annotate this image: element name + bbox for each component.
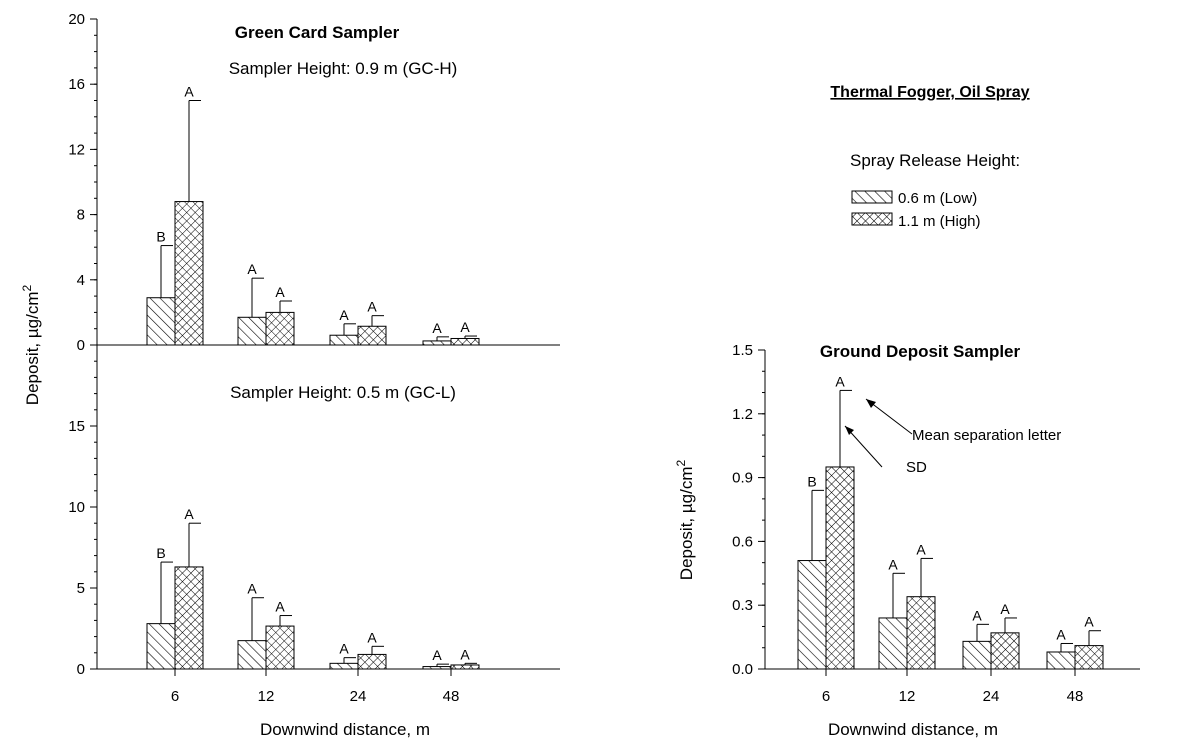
gd-bar-low (962, 640, 992, 670)
gc-h-bar-high (265, 311, 295, 346)
gc-l-mean-letter: A (247, 581, 257, 597)
gd-mean-letter: A (972, 607, 982, 623)
gd-bar-high (906, 596, 936, 670)
gc-h-y-tick-label: 8 (77, 207, 85, 224)
gc-h-mean-letter: A (339, 307, 349, 323)
sd-arrowhead (845, 426, 854, 435)
left-x-axis-label: Downwind distance, m (260, 720, 430, 739)
gc-h-y-tick-label: 20 (68, 11, 85, 28)
gc-h-mean-letter: A (367, 299, 377, 315)
gc-l-bar-high (265, 625, 295, 670)
gc-l-bar-low (146, 623, 176, 670)
gc-l-mean-letter: A (432, 647, 442, 663)
gc-l-y-tick-label: 10 (68, 499, 85, 516)
gc-l-x-tick-label: 6 (171, 688, 179, 705)
gc-h-y-tick-label: 4 (77, 272, 85, 289)
gc-h-bar-low (237, 316, 267, 346)
right-y-axis-label: Deposit, µg/cm2 (674, 459, 696, 580)
gc-h-subtitle: Sampler Height: 0.9 m (GC-H) (229, 59, 458, 78)
left-chart-title: Green Card Sampler (235, 23, 400, 42)
gc-l-y-tick-label: 15 (68, 418, 85, 435)
right-x-axis-label: Downwind distance, m (828, 720, 998, 739)
gc-l-mean-letter: A (275, 599, 285, 615)
gc-l-bar-high (174, 566, 204, 670)
gc-l-bar-low (237, 640, 267, 670)
gc-h-mean-letter: B (156, 229, 165, 245)
gd-y-tick-label: 1.5 (732, 342, 753, 359)
sd-arrow (844, 425, 883, 468)
gc-l-mean-letter: A (339, 641, 349, 657)
gd-bar-low (797, 560, 827, 670)
gc-l-x-tick-label: 24 (350, 688, 367, 705)
gd-mean-letter: A (835, 373, 845, 389)
gd-bar-low (878, 617, 908, 670)
gc-h-mean-letter: A (460, 319, 470, 335)
gd-y-tick-label: 1.2 (732, 406, 753, 423)
gd-bar-high (1074, 645, 1104, 670)
gc-l-mean-letter: A (184, 506, 194, 522)
gc-h-bar-high (450, 337, 480, 346)
legend-label-low: 0.6 m (Low) (898, 190, 977, 207)
gc-h-mean-letter: A (432, 320, 442, 336)
gc-h-bar-high (174, 201, 204, 346)
legend-swatch-high (851, 212, 893, 226)
gd-y-tick-label: 0.3 (732, 597, 753, 614)
gc-l-bar-high (450, 664, 480, 670)
gc-l-bar-high (357, 653, 387, 670)
gd-x-tick-label: 48 (1067, 688, 1084, 705)
gc-l-x-tick-label: 48 (443, 688, 460, 705)
left-y-axis-label: Deposit, µg/cm2 (20, 284, 42, 405)
gc-l-bar-low (422, 666, 452, 670)
gd-x-tick-label: 24 (983, 688, 1000, 705)
mean-separation-arrow (865, 398, 913, 435)
gd-bar-high (825, 466, 855, 670)
gd-mean-letter: A (888, 556, 898, 572)
gd-bar-low (1046, 651, 1076, 670)
legend-heading: Thermal Fogger, Oil Spray (830, 84, 1029, 101)
gc-l-y-tick-label: 5 (77, 580, 85, 597)
gc-h-y-tick-label: 12 (68, 141, 85, 158)
gd-mean-letter: A (916, 541, 926, 557)
gc-l-mean-letter: A (460, 646, 470, 662)
legend-swatch-low (851, 190, 893, 204)
gc-h-bar-low (329, 334, 359, 346)
legend-label-high: 1.1 m (High) (898, 213, 981, 230)
legend-subheading: Spray Release Height: (850, 151, 1020, 170)
gc-l-mean-letter: A (367, 629, 377, 645)
gd-mean-letter: A (1084, 614, 1094, 630)
gc-l-mean-letter: B (156, 545, 165, 561)
gd-x-tick-label: 6 (822, 688, 830, 705)
gd-y-tick-label: 0.9 (732, 470, 753, 487)
gc-h-bar-high (357, 325, 387, 346)
gd-y-tick-label: 0.0 (732, 661, 753, 678)
gc-l-bar-low (329, 662, 359, 670)
gd-mean-letter: B (807, 473, 816, 489)
gc-l-x-tick-label: 12 (258, 688, 275, 705)
sd-label: SD (906, 459, 927, 476)
gc-h-mean-letter: A (184, 84, 194, 100)
mean-separation-label: Mean separation letter (912, 427, 1061, 444)
mean-separation-arrowhead (866, 399, 876, 408)
gc-h-y-tick-label: 0 (77, 337, 85, 354)
gc-l-subtitle: Sampler Height: 0.5 m (GC-L) (230, 383, 456, 402)
gc-h-bar-low (146, 297, 176, 346)
right-chart-title: Ground Deposit Sampler (820, 342, 1021, 361)
gc-h-mean-letter: A (275, 284, 285, 300)
gd-mean-letter: A (1000, 601, 1010, 617)
gd-x-tick-label: 12 (899, 688, 916, 705)
gc-h-mean-letter: A (247, 261, 257, 277)
gc-h-bar-low (422, 340, 452, 346)
gd-bar-high (990, 632, 1020, 670)
gc-l-y-tick-label: 0 (77, 661, 85, 678)
gd-mean-letter: A (1056, 626, 1066, 642)
gc-h-y-tick-label: 16 (68, 76, 85, 93)
gd-y-tick-label: 0.6 (732, 533, 753, 550)
